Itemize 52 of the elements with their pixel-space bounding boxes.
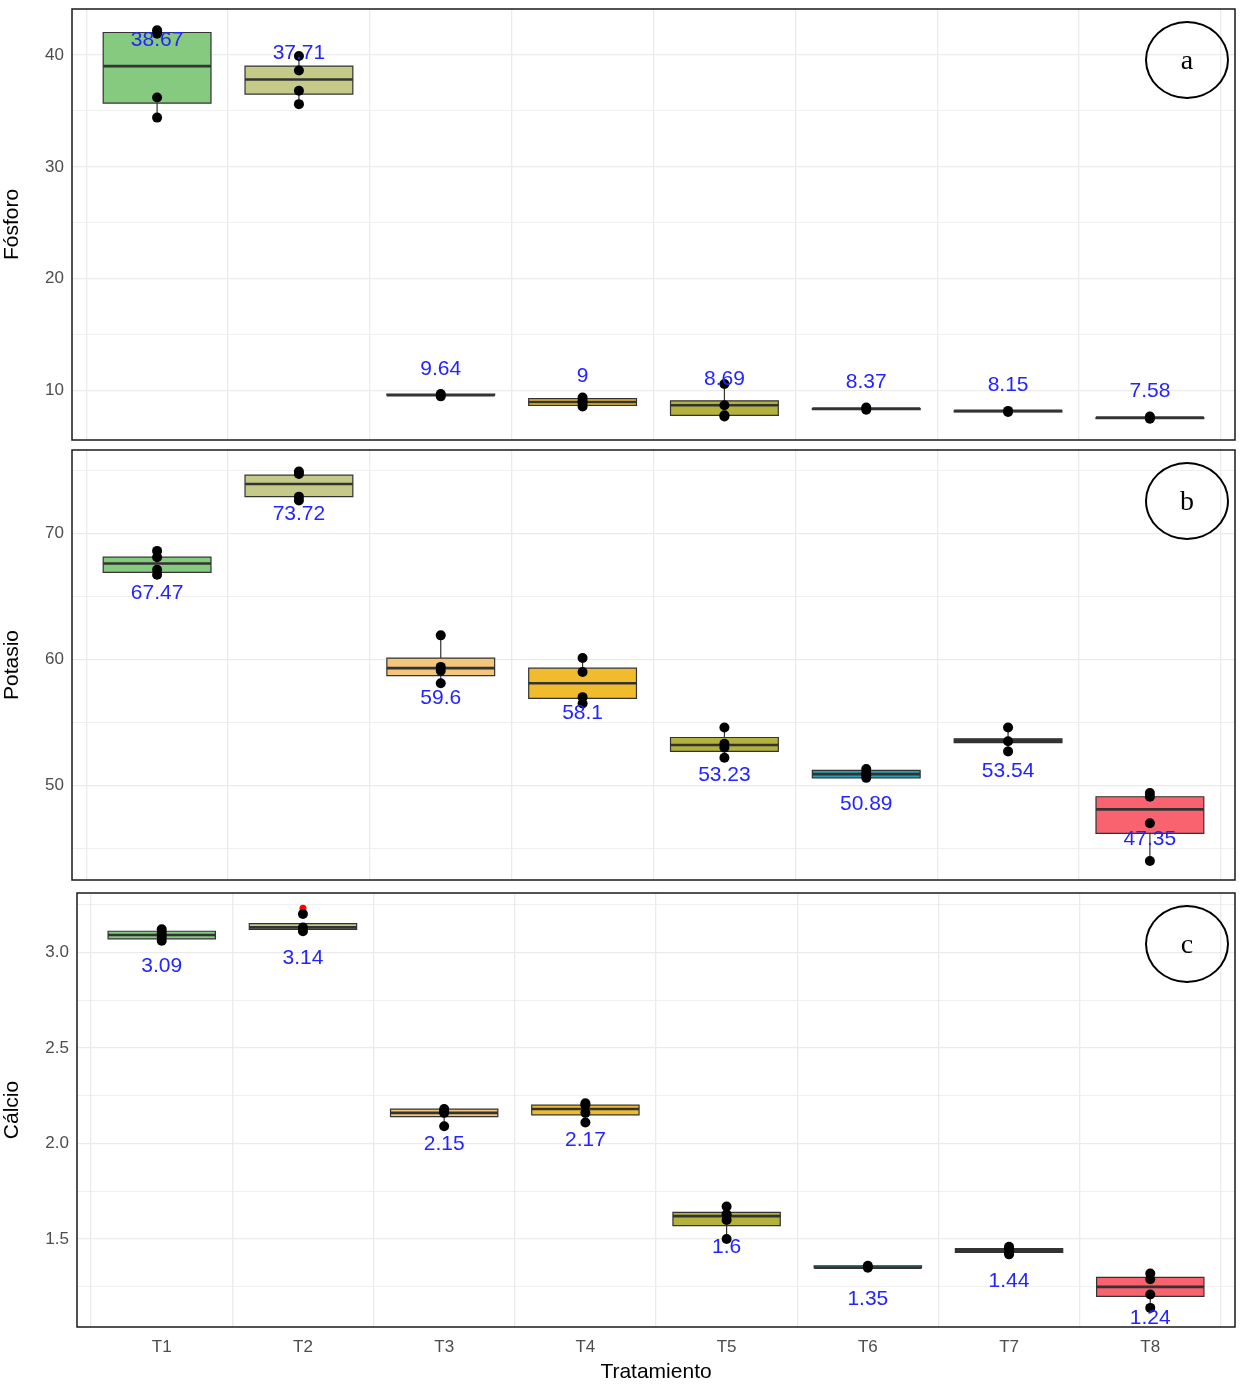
y-tick-label: 1.5: [45, 1228, 69, 1248]
x-tick-label: T3: [434, 1336, 455, 1356]
annotation: c: [1180, 928, 1194, 959]
text: 67.47: [130, 580, 184, 604]
circle-outline: b: [1145, 462, 1229, 540]
text: 3.14: [282, 945, 324, 969]
y-axis-title: Fósforo: [0, 188, 23, 261]
text: 9.64: [420, 356, 462, 380]
y-tick-label: 3.0: [45, 941, 69, 961]
text: 1.44: [988, 1268, 1030, 1292]
x-tick-label: T5: [716, 1336, 737, 1356]
text: 37.71: [272, 40, 326, 64]
y-tick-label: 10: [45, 380, 64, 400]
x-tick-label: T1: [151, 1336, 172, 1356]
text: 50.89: [839, 790, 893, 814]
y-tick-label: 20: [45, 268, 64, 288]
text: 3.09: [141, 952, 183, 976]
text: 1.24: [1129, 1304, 1171, 1328]
x-tick-label: T2: [293, 1336, 313, 1356]
y-tick-label: 2.0: [45, 1133, 69, 1153]
text: 1.6: [712, 1233, 742, 1257]
text: 2.17: [564, 1126, 606, 1150]
y-tick-label: 30: [45, 156, 64, 176]
y-axis-title: Cálcio: [0, 1080, 23, 1140]
x-axis-title: Tratamiento: [600, 1359, 712, 1383]
y-tick-label: 70: [45, 522, 64, 542]
text: 2.15: [423, 1130, 465, 1154]
text: 8.69: [703, 366, 745, 390]
text: 9: [576, 362, 589, 386]
y-tick-label: 60: [45, 649, 64, 669]
annotation: a: [1180, 44, 1194, 75]
circle-outline: a: [1145, 21, 1229, 99]
y-tick-label: 2.5: [45, 1037, 69, 1057]
x-tick-label: T4: [575, 1336, 596, 1356]
circle-outline: c: [1145, 905, 1229, 983]
text: 73.72: [272, 500, 326, 524]
x-tick-label: T7: [999, 1336, 1019, 1356]
text: 8.37: [845, 369, 887, 393]
text: 59.6: [420, 684, 462, 708]
x-tick-label: T8: [1140, 1336, 1161, 1356]
x-tick-label: T6: [857, 1336, 878, 1356]
text: 38.67: [130, 26, 184, 50]
y-tick-label: 40: [45, 44, 64, 64]
y-tick-label: 50: [45, 775, 64, 795]
text: 58.1: [562, 700, 604, 724]
text: 53.23: [698, 761, 751, 785]
y-axis-title: Potasio: [0, 629, 23, 701]
text: 1.35: [847, 1285, 889, 1309]
annotation: b: [1180, 485, 1194, 516]
text: 8.15: [987, 371, 1029, 395]
text: 53.54: [981, 758, 1035, 782]
text: 7.58: [1129, 378, 1171, 402]
